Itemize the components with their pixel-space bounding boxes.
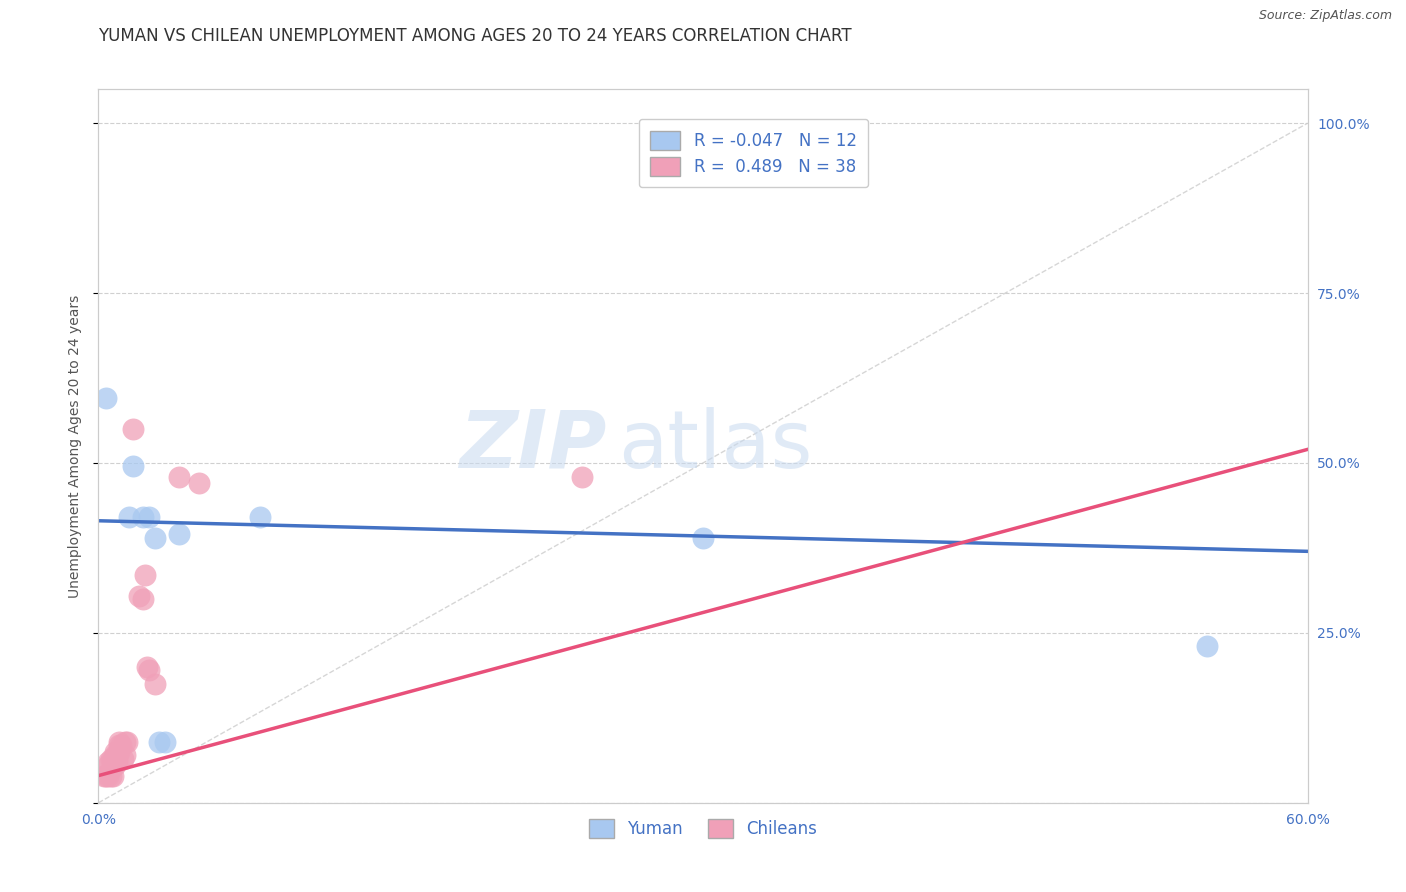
Text: atlas: atlas: [619, 407, 813, 485]
Point: [121, 459, 143, 474]
Point: [188, 476, 211, 491]
Point: [107, 738, 129, 752]
Point: [114, 748, 136, 763]
Point: [97, 755, 120, 769]
Legend: Yuman, Chileans: Yuman, Chileans: [582, 812, 824, 845]
Point: [692, 531, 714, 545]
Point: [105, 748, 128, 763]
Point: [101, 751, 124, 765]
Point: [100, 762, 122, 776]
Point: [103, 755, 125, 769]
Y-axis label: Unemployment Among Ages 20 to 24 years: Unemployment Among Ages 20 to 24 years: [69, 294, 83, 598]
Point: [103, 758, 125, 772]
Point: [134, 568, 156, 582]
Point: [103, 745, 125, 759]
Point: [128, 589, 150, 603]
Point: [132, 510, 155, 524]
Text: Source: ZipAtlas.com: Source: ZipAtlas.com: [1258, 9, 1392, 22]
Point: [97, 758, 120, 772]
Point: [103, 748, 125, 763]
Text: ZIP: ZIP: [458, 407, 606, 485]
Point: [101, 758, 124, 772]
Point: [115, 734, 138, 748]
Point: [96, 392, 118, 406]
Point: [101, 769, 124, 783]
Point: [96, 769, 118, 783]
Point: [107, 734, 129, 748]
Point: [101, 758, 124, 772]
Point: [132, 591, 155, 606]
Point: [148, 734, 170, 748]
Point: [100, 769, 122, 783]
Point: [167, 527, 190, 541]
Point: [111, 751, 134, 765]
Point: [143, 677, 166, 691]
Point: [93, 769, 115, 783]
Point: [571, 469, 593, 483]
Point: [143, 531, 166, 545]
Point: [105, 751, 128, 765]
Point: [105, 755, 128, 769]
Point: [114, 734, 136, 748]
Point: [100, 751, 122, 765]
Point: [138, 663, 160, 677]
Point: [107, 745, 129, 759]
Point: [97, 769, 120, 783]
Point: [167, 469, 190, 483]
Text: YUMAN VS CHILEAN UNEMPLOYMENT AMONG AGES 20 TO 24 YEARS CORRELATION CHART: YUMAN VS CHILEAN UNEMPLOYMENT AMONG AGES…: [98, 27, 852, 45]
Point: [118, 510, 141, 524]
Point: [101, 755, 124, 769]
Point: [110, 738, 132, 752]
Point: [135, 660, 157, 674]
Point: [1195, 640, 1218, 654]
Point: [121, 422, 143, 436]
Point: [249, 510, 271, 524]
Point: [153, 734, 176, 748]
Point: [138, 510, 160, 524]
